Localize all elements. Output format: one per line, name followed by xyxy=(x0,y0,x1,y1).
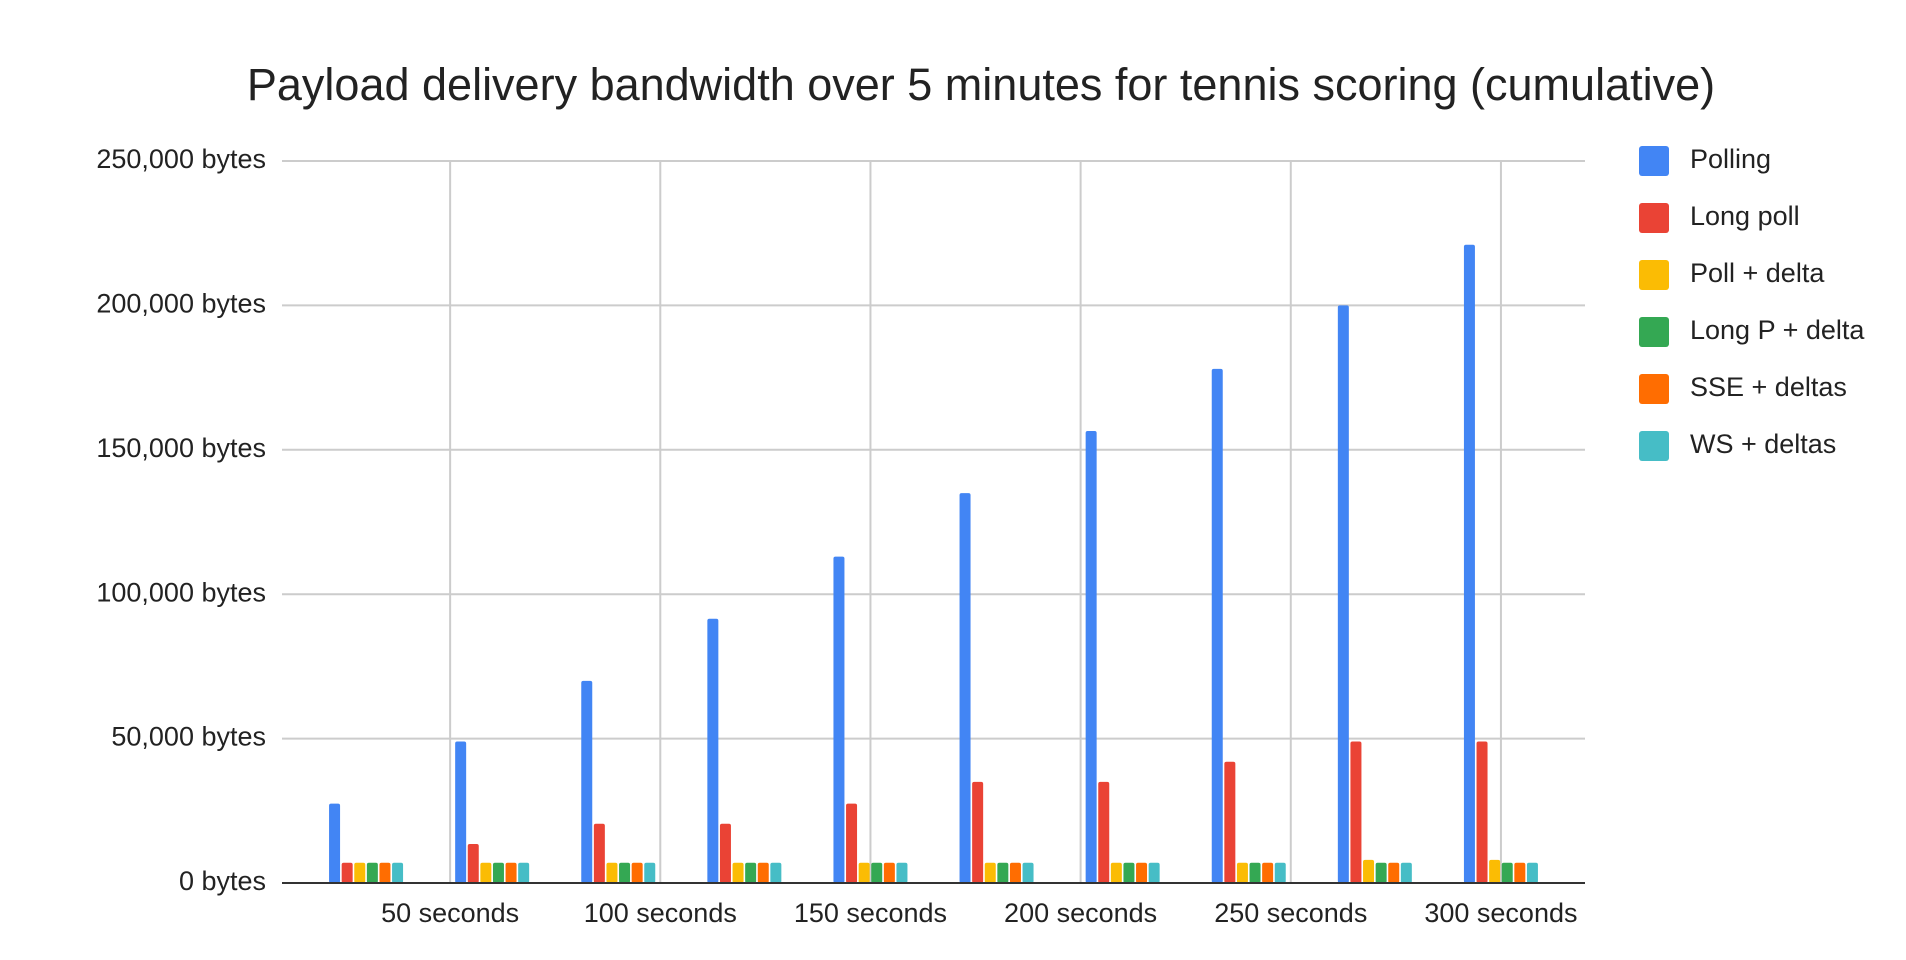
bar xyxy=(959,493,971,883)
bar xyxy=(719,823,731,883)
bar xyxy=(644,862,656,883)
bar xyxy=(606,862,618,883)
bar xyxy=(1476,741,1488,883)
bar xyxy=(833,556,845,883)
legend-label: Polling xyxy=(1690,144,1771,174)
bar xyxy=(467,844,479,883)
bar xyxy=(480,862,492,883)
bar xyxy=(341,862,353,883)
bar xyxy=(1110,862,1122,883)
legend-label: SSE + deltas xyxy=(1690,372,1847,402)
legend-label: WS + deltas xyxy=(1690,429,1836,459)
x-tick-label: 300 seconds xyxy=(1424,898,1577,928)
bar xyxy=(518,862,530,883)
legend-label: Poll + delta xyxy=(1690,258,1825,288)
bar xyxy=(1009,862,1021,883)
legend-swatch xyxy=(1639,317,1669,347)
bar xyxy=(846,803,858,883)
bar xyxy=(1489,859,1501,883)
legend-swatch xyxy=(1639,260,1669,290)
bar xyxy=(1375,862,1387,883)
bar xyxy=(505,862,517,883)
bar xyxy=(1249,862,1261,883)
bar xyxy=(707,618,719,883)
legend-swatch xyxy=(1639,431,1669,461)
bar xyxy=(1262,862,1274,883)
y-tick-label: 150,000 bytes xyxy=(96,433,266,463)
bar xyxy=(455,741,467,883)
bar xyxy=(1337,305,1349,883)
x-tick-label: 100 seconds xyxy=(584,898,737,928)
bar xyxy=(1098,781,1110,883)
bar xyxy=(1501,862,1513,883)
bar xyxy=(1350,741,1362,883)
bar xyxy=(1274,862,1286,883)
bar xyxy=(883,862,895,883)
bar xyxy=(1211,368,1223,883)
bar xyxy=(1022,862,1034,883)
bar xyxy=(871,862,883,883)
bar xyxy=(1514,862,1526,883)
bar xyxy=(997,862,1009,883)
bar xyxy=(492,862,504,883)
legend-label: Long P + delta xyxy=(1690,315,1865,345)
bar xyxy=(581,680,593,883)
legend-swatch xyxy=(1639,374,1669,404)
y-tick-label: 100,000 bytes xyxy=(96,577,266,607)
y-tick-label: 0 bytes xyxy=(179,866,266,896)
x-tick-label: 50 seconds xyxy=(381,898,519,928)
bar xyxy=(1136,862,1148,883)
bar xyxy=(1463,244,1475,883)
bar xyxy=(1224,761,1236,883)
bar xyxy=(366,862,378,883)
bar xyxy=(593,823,605,883)
bar xyxy=(770,862,782,883)
legend-swatch xyxy=(1639,203,1669,233)
bar xyxy=(379,862,391,883)
bar xyxy=(732,862,744,883)
bar xyxy=(354,862,366,883)
legend-label: Long poll xyxy=(1690,201,1800,231)
x-tick-label: 250 seconds xyxy=(1214,898,1367,928)
bar xyxy=(1363,859,1375,883)
legend-swatch xyxy=(1639,146,1669,176)
bar xyxy=(757,862,769,883)
bar xyxy=(984,862,996,883)
bar xyxy=(1148,862,1160,883)
bar xyxy=(392,862,404,883)
bar xyxy=(745,862,757,883)
bar xyxy=(631,862,643,883)
x-tick-label: 200 seconds xyxy=(1004,898,1157,928)
bar xyxy=(858,862,870,883)
chart-title: Payload delivery bandwidth over 5 minute… xyxy=(247,59,1715,110)
bar xyxy=(329,803,341,883)
bar xyxy=(1388,862,1400,883)
bar xyxy=(972,781,984,883)
bar xyxy=(1123,862,1135,883)
bar xyxy=(1526,862,1538,883)
bar xyxy=(1400,862,1412,883)
bar xyxy=(619,862,631,883)
bar xyxy=(896,862,908,883)
bar xyxy=(1085,431,1097,883)
y-tick-label: 200,000 bytes xyxy=(96,289,266,319)
x-tick-label: 150 seconds xyxy=(794,898,947,928)
y-tick-label: 50,000 bytes xyxy=(111,722,266,752)
bar xyxy=(1236,862,1248,883)
y-tick-label: 250,000 bytes xyxy=(96,144,266,174)
